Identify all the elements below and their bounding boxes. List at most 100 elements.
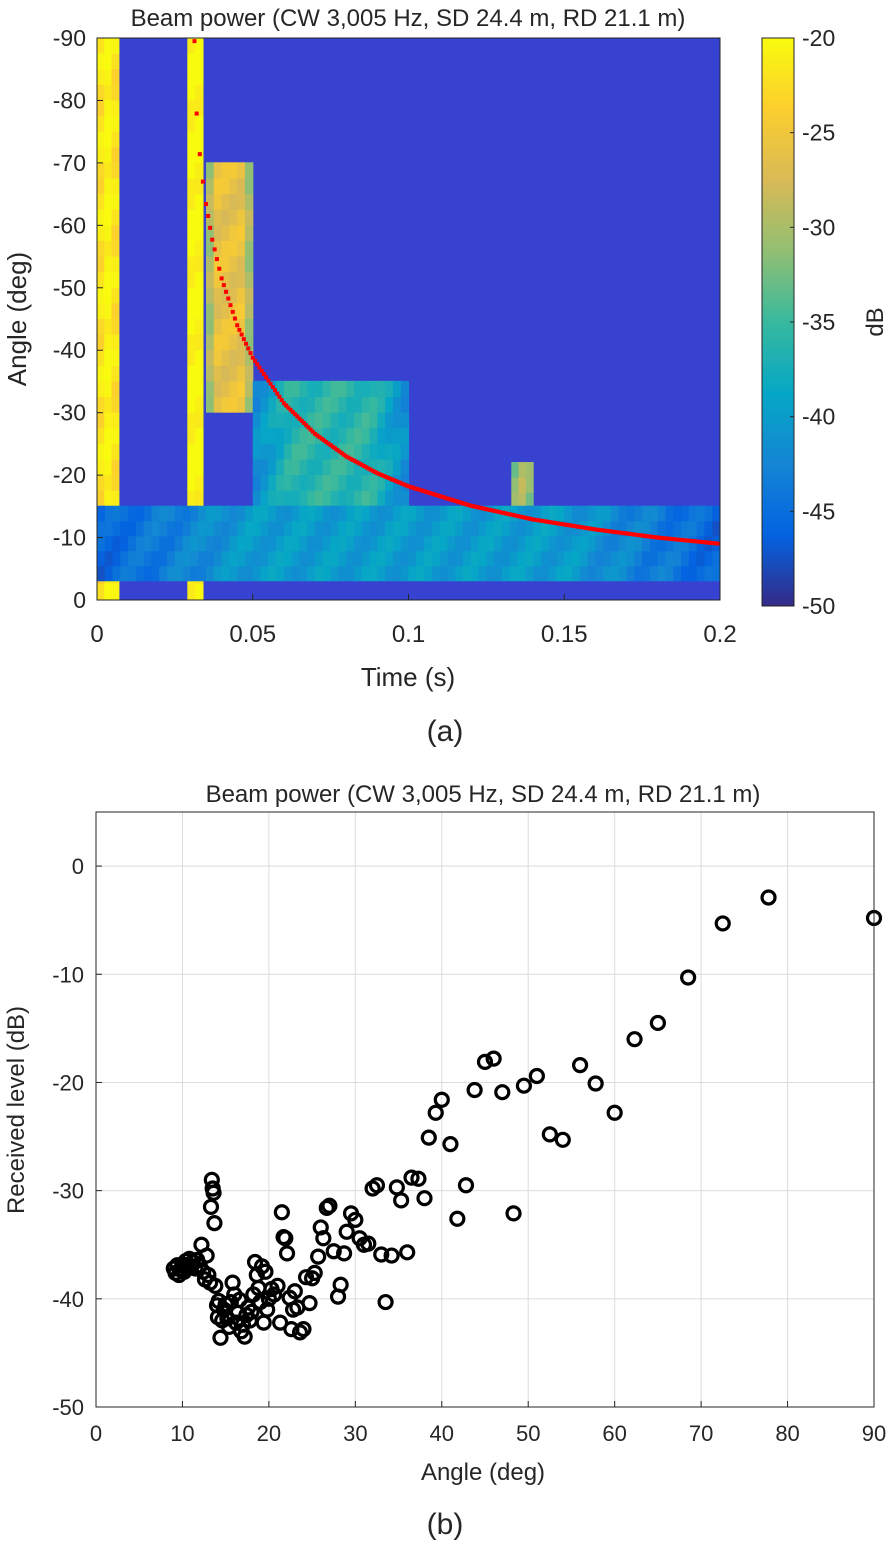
heatmap-cell-3 — [353, 490, 363, 507]
heatmap-cell-3 — [400, 490, 410, 507]
curve-point — [556, 521, 561, 526]
curve-point — [293, 412, 298, 417]
curve-point — [462, 501, 467, 506]
heatmap-cell-2 — [237, 224, 246, 241]
heatmap-cell-5 — [525, 505, 534, 522]
heatmap-cell-5 — [587, 505, 596, 522]
heatmap-cell-5 — [315, 505, 324, 522]
heatmap-cell-5 — [190, 565, 199, 582]
heatmap-cell-5 — [525, 565, 534, 582]
scatter-point — [433, 1091, 450, 1108]
curve-point — [286, 405, 291, 410]
heatmap-cell-5 — [159, 505, 168, 522]
colorbar-ticks: -20 -25 -30 -35 -40 -45 -50 — [790, 25, 835, 619]
scatter-point — [466, 1081, 483, 1099]
heatmap-cell-3 — [369, 443, 378, 460]
heatmap-cell-5 — [673, 505, 682, 522]
heatmap-cell-5 — [416, 505, 425, 522]
heatmap-cell-0 — [97, 302, 105, 319]
heatmap-cell-0 — [104, 474, 113, 491]
heatmap-cell-0 — [111, 490, 120, 507]
heatmap-cell-5 — [315, 520, 324, 537]
curve-point — [563, 522, 568, 527]
curve-point — [357, 461, 362, 466]
panel-b-x-ticks: 0 10 20 30 40 50 60 70 80 90 — [90, 1401, 886, 1446]
curve-point — [415, 487, 420, 492]
heatmap-cell-1 — [195, 583, 204, 600]
heatmap-cell-0 — [104, 365, 113, 382]
heatmap-cell-2 — [206, 365, 215, 382]
heatmap-cell-3 — [307, 458, 316, 476]
heatmap-cell-2 — [237, 318, 246, 335]
heatmap-cell-2 — [221, 396, 230, 413]
heatmap-cell-5 — [626, 565, 635, 582]
heatmap-cell-5 — [330, 535, 340, 552]
heatmap-cell-2 — [229, 224, 238, 241]
heatmap-cell-5 — [151, 535, 160, 552]
heatmap-cell-5 — [688, 535, 698, 552]
heatmap-cell-3 — [299, 396, 308, 413]
curve-point — [501, 510, 506, 515]
heatmap-cell-5 — [174, 535, 184, 552]
heatmap-cell-5 — [712, 550, 720, 567]
curve-point — [709, 540, 714, 545]
curve-point — [625, 531, 630, 536]
curve-point — [470, 504, 475, 509]
curve-point — [713, 541, 718, 546]
curve-point — [279, 398, 284, 403]
heatmap-cell-3 — [377, 380, 386, 398]
heatmap-cell-0 — [111, 115, 120, 132]
curve-point — [397, 480, 402, 485]
heatmap-cell-2 — [221, 287, 230, 304]
heatmap-cell-0 — [104, 146, 113, 163]
heatmap-cell-5 — [416, 550, 425, 567]
heatmap-cell-5 — [494, 535, 503, 552]
curve-point — [447, 497, 452, 502]
heatmap-cell-5 — [229, 550, 238, 567]
heatmap-cell-3 — [315, 412, 324, 429]
heatmap-cell-0 — [97, 443, 105, 460]
heatmap-cell-5 — [369, 535, 378, 552]
heatmap-cell-5 — [353, 535, 363, 552]
scatter-point — [273, 1204, 290, 1221]
y-tick-label: -60 — [53, 212, 86, 238]
heatmap-cell-5 — [221, 520, 230, 537]
heatmap-cell-5 — [377, 535, 386, 552]
curve-point — [453, 499, 458, 504]
heatmap-cell-5 — [346, 550, 355, 567]
heatmap-cell-0 — [97, 115, 105, 132]
y-tick-label: -50 — [53, 275, 86, 301]
heatmap-cell-2 — [221, 255, 230, 273]
curve-point — [445, 496, 450, 501]
heatmap-cell-3 — [385, 474, 394, 491]
heatmap-cell-5 — [688, 520, 698, 537]
heatmap-cell-2 — [229, 162, 238, 179]
heatmap-cell-3 — [385, 396, 394, 413]
heatmap-cell-0 — [97, 68, 105, 85]
curve-point — [601, 528, 606, 533]
heatmap-cell-3 — [276, 380, 285, 398]
heatmap-cell-5 — [174, 505, 184, 522]
scatter-point — [505, 1205, 522, 1222]
heatmap-cell-3 — [252, 427, 262, 444]
curve-point — [241, 337, 246, 342]
panel-a-label: (a) — [427, 715, 464, 748]
heatmap-cell-0 — [104, 271, 113, 288]
heatmap-cell-5 — [392, 565, 402, 582]
heatmap-cell-0 — [104, 38, 113, 54]
curve-point — [208, 225, 213, 230]
heatmap-cell-3 — [299, 490, 308, 507]
heatmap-cell-5 — [283, 565, 293, 582]
heatmap-cell-3 — [307, 396, 316, 413]
heatmap-cell-5 — [112, 550, 121, 567]
y-tick-label: -20 — [52, 1070, 84, 1095]
heatmap-cell-5 — [525, 535, 534, 552]
heatmap-cell-2 — [237, 334, 246, 351]
scatter-point — [301, 1295, 318, 1312]
heatmap-cell-5 — [143, 565, 153, 582]
curve-point — [576, 524, 581, 529]
panel-b-ylabel: Received level (dB) — [3, 1006, 30, 1214]
heatmap-cell-2 — [213, 380, 223, 398]
curve-point — [277, 394, 282, 399]
heatmap-cell-5 — [540, 565, 550, 582]
